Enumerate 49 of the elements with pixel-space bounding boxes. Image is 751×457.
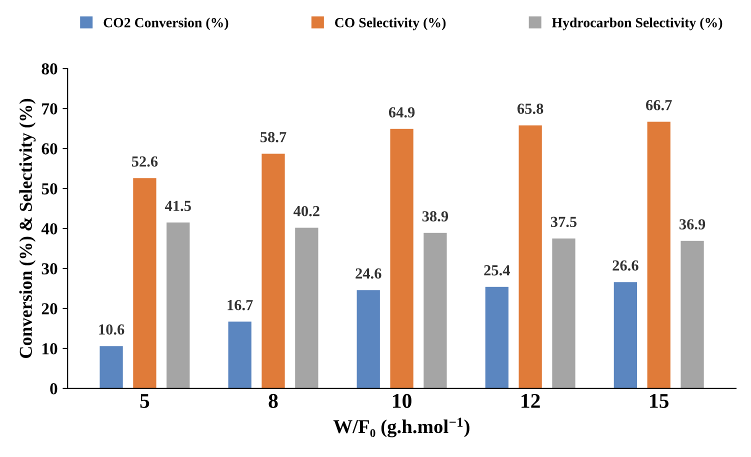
bar: [166, 222, 190, 388]
y-tick-label: 10: [42, 343, 58, 354]
y-tick-label: 50: [42, 183, 58, 194]
y-tick-label: 0: [50, 383, 58, 394]
bar: [390, 128, 414, 388]
data-label: 41.5: [164, 200, 191, 212]
data-label: 36.9: [679, 219, 706, 230]
bar: [295, 228, 318, 388]
data-label: 58.7: [260, 132, 286, 142]
y-tick-label: 40: [41, 223, 58, 234]
x-tick-label: 12: [522, 394, 540, 408]
bar: [228, 322, 252, 388]
bar: [356, 290, 380, 388]
legend-label: CO Selectivity (%): [335, 18, 446, 30]
data-label: 40.2: [294, 206, 320, 216]
y-tick-label: 30: [42, 263, 58, 274]
data-label: 37.5: [550, 216, 577, 228]
y-tick-label: 70: [42, 103, 58, 114]
x-tick-label: 5: [140, 394, 150, 408]
legend-label: Hydrocarbon Selectivity (%): [552, 18, 722, 30]
bar: [424, 232, 447, 388]
data-label: 38.9: [422, 211, 448, 222]
bar: [614, 282, 638, 388]
x-axis-title: W/F₀ (g.h.mol$^{−1}$): [333, 418, 470, 438]
legend-label: CO2 Conversion (%): [104, 18, 228, 30]
data-label: 52.6: [132, 156, 158, 167]
y-tick-label: 80: [42, 63, 58, 74]
data-label: 10.6: [99, 324, 124, 335]
bar: [100, 346, 123, 388]
data-label: 16.7: [228, 300, 253, 310]
bar: [680, 240, 704, 388]
y-axis-title: Conversion (%) & Selectivity (%): [19, 98, 36, 358]
data-label: 66.7: [646, 100, 672, 110]
bar: [518, 125, 542, 388]
x-tick-label: 10: [393, 394, 412, 408]
data-label: 26.6: [612, 260, 638, 271]
data-label: 24.6: [356, 268, 382, 279]
data-label: 65.8: [517, 104, 544, 114]
y-tick-label: 60: [42, 143, 58, 154]
y-tick-label: 20: [42, 303, 58, 314]
x-tick-label: 8: [268, 394, 278, 408]
bar: [133, 178, 156, 388]
bar: [552, 238, 576, 388]
bar: [262, 154, 285, 388]
x-tick-label: 15: [650, 394, 669, 408]
data-label: 25.4: [484, 265, 510, 276]
data-label: 64.9: [388, 107, 415, 118]
bar: [485, 286, 508, 388]
bar: [647, 122, 670, 388]
